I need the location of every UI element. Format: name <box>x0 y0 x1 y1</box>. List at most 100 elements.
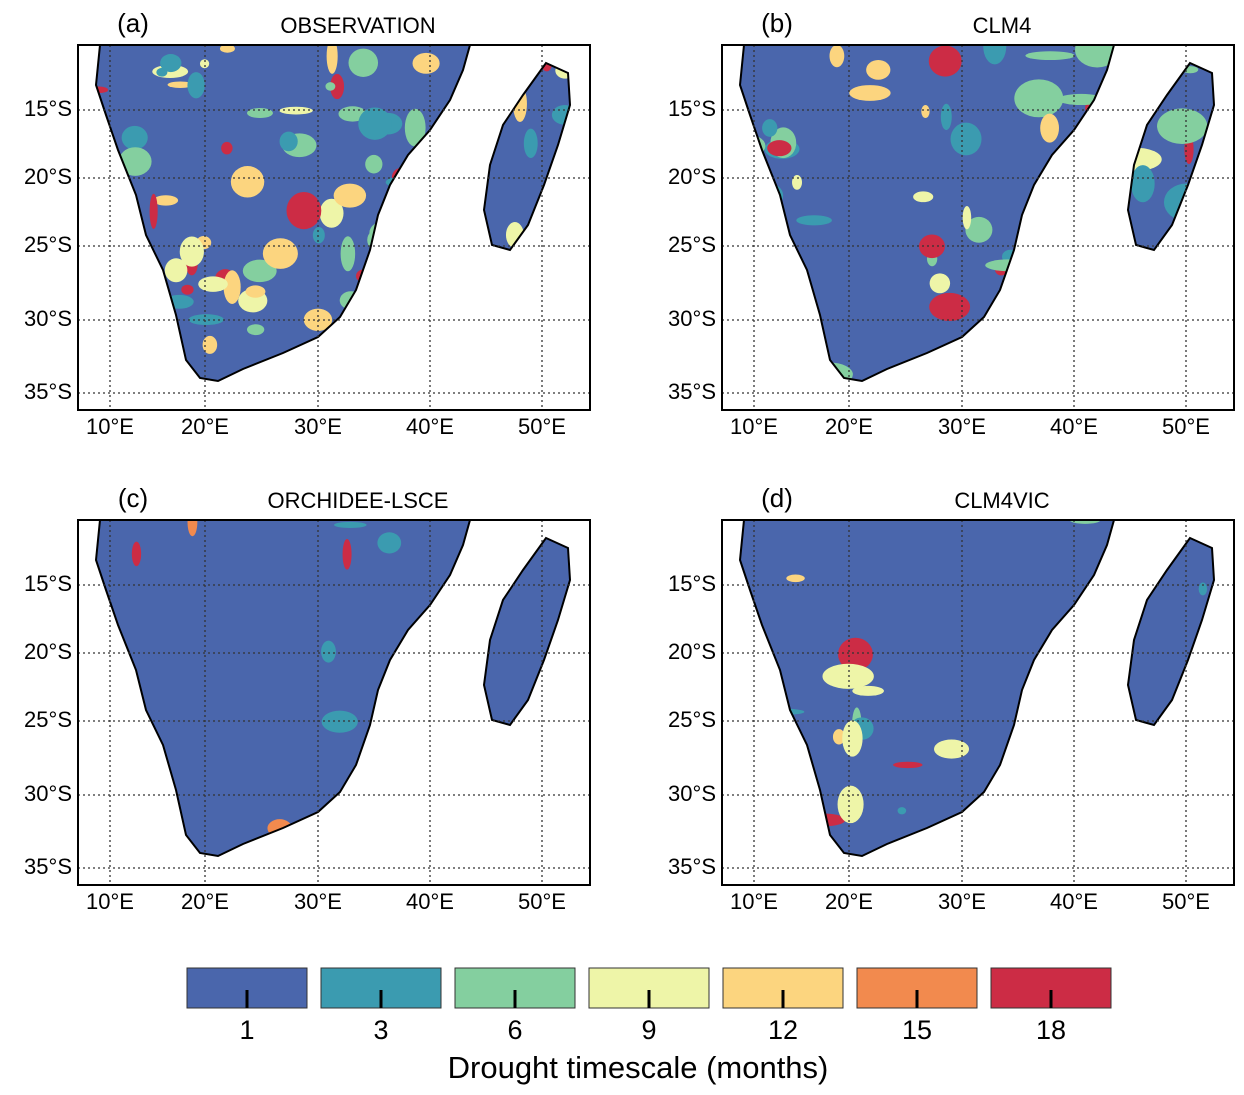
drought-patch <box>321 640 336 663</box>
drought-patch <box>852 685 884 696</box>
lon-tick-label: 30°E <box>294 889 342 914</box>
drought-patch <box>325 82 336 91</box>
drought-patch <box>221 141 233 155</box>
drought-patch <box>921 104 930 119</box>
drought-patch <box>441 231 471 267</box>
lat-tick-label: 35°S <box>668 379 716 404</box>
drought-patch <box>762 119 778 137</box>
panel-title: CLM4 <box>973 13 1032 38</box>
drought-patch <box>740 133 766 158</box>
drought-patch <box>383 223 418 259</box>
drought-patch <box>407 169 438 197</box>
drought-patch <box>866 59 891 80</box>
drought-patch <box>377 532 402 554</box>
lat-tick-label: 20°S <box>24 639 72 664</box>
drought-patch <box>199 59 210 69</box>
lat-tick-label: 35°S <box>24 379 72 404</box>
drought-patch <box>490 249 517 273</box>
drought-patch <box>929 273 951 294</box>
drought-patch <box>897 807 907 815</box>
drought-patch <box>279 131 298 152</box>
drought-patch <box>799 800 817 819</box>
lon-tick-label: 50°E <box>518 889 566 914</box>
lat-tick-label: 15°S <box>24 571 72 596</box>
drought-patch <box>340 236 356 272</box>
map-frame <box>77 519 591 886</box>
panel-title: CLM4VIC <box>954 488 1049 513</box>
drought-patch <box>375 361 390 372</box>
lon-tick-label: 30°E <box>938 414 986 439</box>
drought-patch <box>131 541 142 567</box>
drought-patch <box>749 644 768 682</box>
drought-patch <box>560 49 570 66</box>
drought-patch <box>348 48 379 78</box>
drought-patch <box>412 350 432 379</box>
drought-patch <box>402 175 414 207</box>
drought-patch <box>386 303 402 339</box>
drought-patch <box>468 105 493 126</box>
drought-patch <box>928 45 962 77</box>
drought-patch <box>431 329 457 367</box>
lon-tick-label: 40°E <box>406 889 454 914</box>
lat-tick-label: 15°S <box>668 571 716 596</box>
drought-patch <box>319 198 344 228</box>
drought-patch <box>1169 781 1214 817</box>
drought-patch <box>838 637 873 671</box>
drought-patch <box>279 106 313 115</box>
land <box>740 520 1214 856</box>
drought-patch <box>187 72 205 99</box>
lat-tick-label: 30°S <box>668 781 716 806</box>
drought-patch <box>187 520 198 537</box>
drought-patch <box>762 213 777 227</box>
drought-patch <box>548 366 570 381</box>
drought-patch <box>330 73 345 100</box>
lon-tick-label: 40°E <box>1050 414 1098 439</box>
drought-patch <box>453 288 474 322</box>
map-panel: 15°S 20°S 25°S 30°S 35°S 10°E 20°E 30°E 40°E 50°E <box>24 519 591 914</box>
drought-patch <box>940 103 952 131</box>
drought-patch <box>498 364 515 377</box>
drought-patch <box>805 362 853 381</box>
drought-patch <box>389 313 405 332</box>
drought-patch <box>379 276 412 310</box>
land <box>96 520 570 856</box>
drought-patch <box>164 294 194 309</box>
drought-patch <box>181 284 194 295</box>
drought-patch <box>1048 838 1058 849</box>
drought-patch <box>167 81 194 88</box>
map-frame <box>77 44 591 411</box>
drought-patch <box>286 191 322 230</box>
drought-patch <box>1038 362 1060 381</box>
land <box>740 45 1214 381</box>
drought-patch <box>792 174 803 190</box>
drought-patch <box>1057 93 1105 106</box>
legend-label: 15 <box>902 1015 932 1045</box>
drought-patch <box>449 360 472 373</box>
drought-patch <box>1198 582 1208 596</box>
drought-patch <box>1040 113 1059 143</box>
drought-patch <box>370 292 382 309</box>
drought-patch <box>523 128 538 159</box>
drought-patch <box>996 342 1006 379</box>
drought-patch <box>1052 787 1076 816</box>
panel-title: ORCHIDEE-LSCE <box>268 488 449 513</box>
drought-patch <box>160 54 182 73</box>
drought-patch <box>405 298 425 318</box>
drought-patch <box>490 296 520 332</box>
drought-patch <box>413 335 425 352</box>
drought-patch <box>796 215 832 226</box>
drought-patch <box>837 785 864 824</box>
drought-patch <box>1081 736 1102 746</box>
lat-tick-label: 35°S <box>24 854 72 879</box>
drought-patch <box>342 538 352 570</box>
drought-patch <box>767 140 792 157</box>
drought-patch <box>333 183 367 208</box>
drought-patch <box>489 783 540 814</box>
drought-patch <box>1054 330 1070 346</box>
drought-patch <box>514 46 548 59</box>
map-panel: 15°S 20°S 25°S 30°S 35°S 10°E 20°E 30°E 40°E 50°E <box>668 519 1235 914</box>
drought-patch <box>118 147 152 176</box>
drought-patch <box>555 62 570 79</box>
legend-label: 3 <box>373 1015 388 1045</box>
